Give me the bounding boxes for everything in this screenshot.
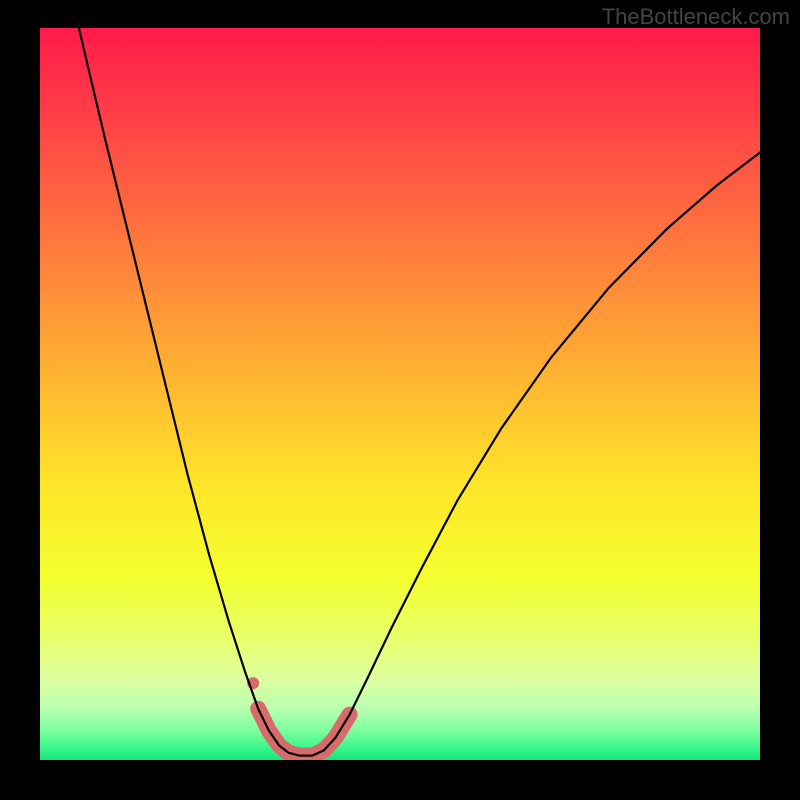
watermark-text: TheBottleneck.com	[602, 4, 790, 30]
stage: TheBottleneck.com	[0, 0, 800, 800]
plot-area	[40, 28, 760, 760]
gradient-background	[40, 28, 760, 760]
